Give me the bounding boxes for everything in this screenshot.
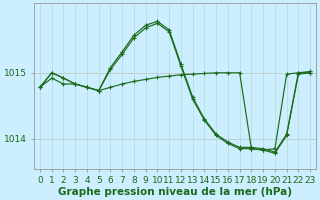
X-axis label: Graphe pression niveau de la mer (hPa): Graphe pression niveau de la mer (hPa) bbox=[58, 187, 292, 197]
